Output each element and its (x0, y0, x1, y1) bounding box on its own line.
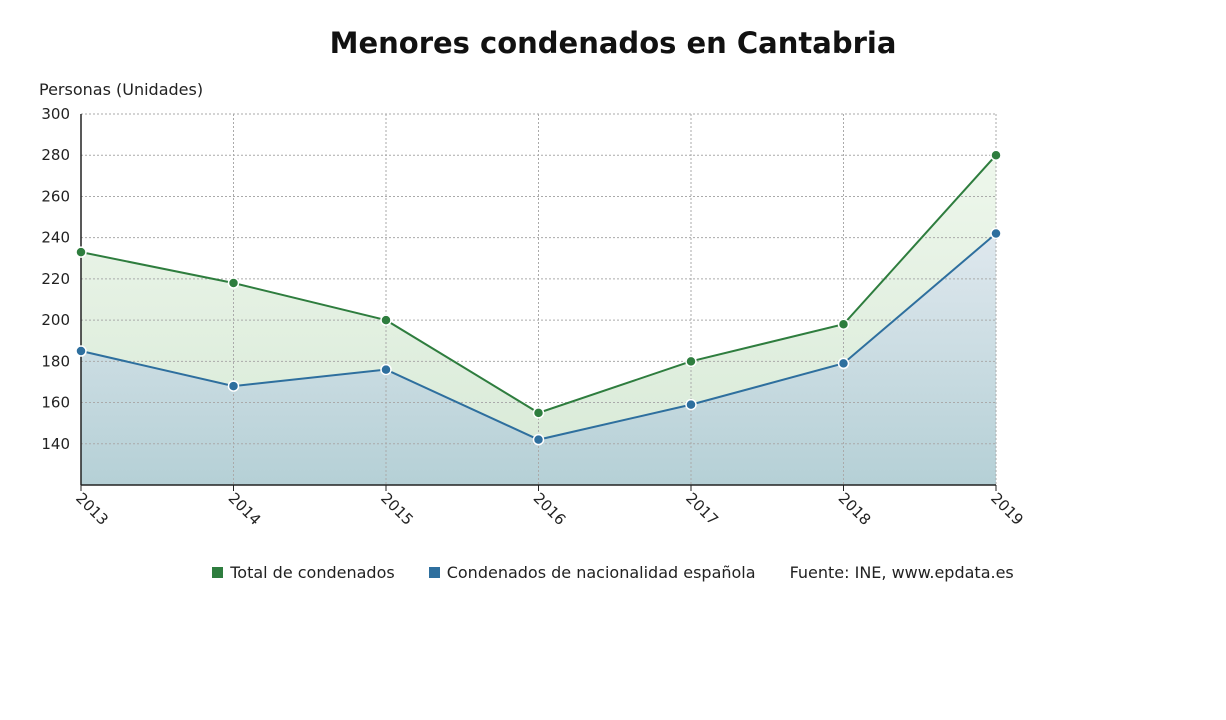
x-tick-label: 2014 (225, 489, 265, 529)
y-tick-label: 260 (41, 187, 70, 205)
data-point-series-0 (837, 318, 850, 330)
x-tick-label: 2016 (530, 489, 570, 529)
data-point-series-1 (990, 227, 1002, 240)
data-point-series-1 (532, 433, 545, 446)
y-tick-label: 220 (41, 270, 70, 288)
legend: Total de condenados Condenados de nacion… (0, 563, 1226, 582)
legend-swatch-total (212, 567, 224, 578)
source-note: Fuente: INE, www.epdata.es (790, 563, 1014, 582)
data-point-series-1 (837, 357, 850, 370)
x-tick-label: 2018 (835, 489, 875, 529)
y-tick-label: 300 (41, 105, 70, 123)
data-point-series-1 (227, 380, 240, 392)
x-tick-label: 2015 (377, 489, 417, 529)
y-tick-label: 160 (41, 394, 70, 412)
chart-title: Menores condenados en Cantabria (329, 26, 897, 60)
data-point-series-0 (75, 246, 87, 258)
area-series-1 (81, 233, 996, 485)
data-point-series-1 (380, 363, 392, 376)
y-tick-label: 180 (41, 352, 70, 370)
data-point-series-1 (685, 398, 697, 411)
y-tick-label: 200 (41, 311, 70, 329)
y-tick-label: 240 (41, 229, 70, 247)
legend-item-espanola: Condenados de nacionalidad española (428, 563, 756, 582)
source-text: Fuente: INE, www.epdata.es (789, 563, 1014, 582)
data-point-series-1 (75, 345, 87, 357)
legend-swatch-espanola (428, 567, 440, 578)
data-point-series-0 (227, 277, 240, 289)
data-point-series-0 (685, 355, 697, 368)
legend-item-total: Total de condenados (212, 563, 395, 582)
data-point-series-0 (990, 149, 1002, 161)
legend-label-espanola: Condenados de nacionalidad española (446, 563, 756, 582)
y-axis-label: Personas (Unidades) (39, 80, 204, 99)
x-tick-label: 2017 (682, 489, 722, 529)
x-tick-label: 2013 (72, 489, 112, 529)
y-tick-label: 280 (41, 146, 70, 164)
x-tick-label: 2019 (987, 489, 1027, 529)
legend-label-total: Total de condenados (230, 563, 395, 582)
data-point-series-0 (380, 314, 392, 326)
y-tick-label: 140 (41, 435, 70, 453)
data-point-series-0 (532, 407, 545, 419)
